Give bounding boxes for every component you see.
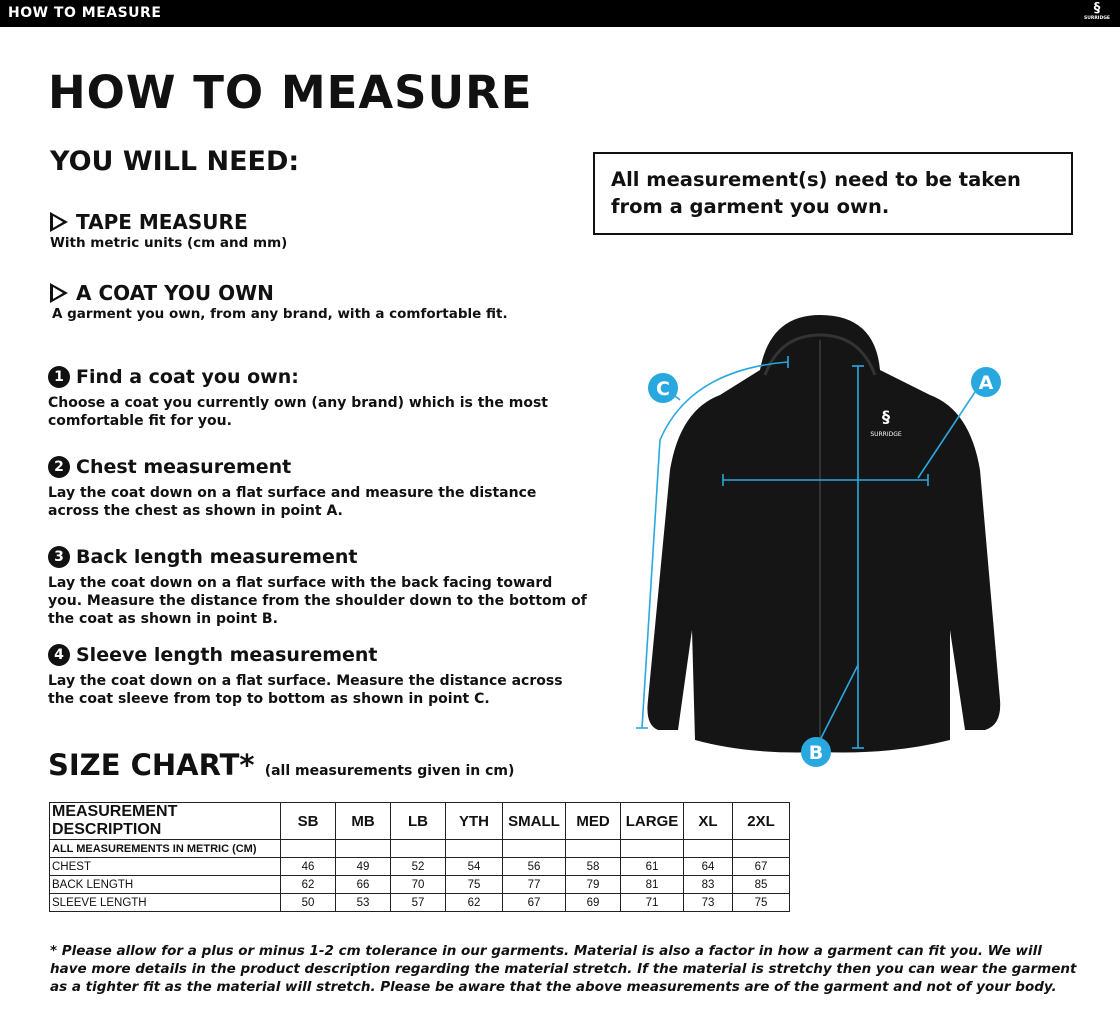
value-cell: 46 bbox=[280, 857, 336, 876]
value-cell: 67 bbox=[502, 893, 566, 912]
table-subheader-row: ALL MEASUREMENTS IN METRIC (CM) bbox=[49, 839, 790, 858]
value-cell: 67 bbox=[732, 857, 790, 876]
step-desc: Lay the coat down on a flat surface with… bbox=[48, 575, 587, 627]
step-desc: Lay the coat down on a flat surface and … bbox=[48, 485, 537, 519]
header-cell: MEASUREMENT DESCRIPTION bbox=[49, 802, 281, 840]
value-cell: 70 bbox=[390, 875, 446, 894]
value-cell: 83 bbox=[683, 875, 733, 894]
header-cell: XL bbox=[683, 802, 733, 840]
note-box: All measurement(s) need to be taken from… bbox=[593, 152, 1073, 235]
value-cell: 53 bbox=[335, 893, 391, 912]
table-row: BACK LENGTH 62 66 70 75 77 79 81 83 85 bbox=[49, 875, 790, 894]
jacket-illustration: § SURRIDGE bbox=[647, 315, 1001, 753]
you-will-need-heading: YOU WILL NEED: bbox=[50, 146, 300, 177]
header-cell: YTH bbox=[445, 802, 503, 840]
header-cell: 2XL bbox=[732, 802, 790, 840]
value-cell: 54 bbox=[445, 857, 503, 876]
size-chart-heading: SIZE CHART* bbox=[48, 748, 255, 782]
value-cell: 77 bbox=[502, 875, 566, 894]
step-2: 2 Chest measurement Lay the coat down on … bbox=[48, 456, 588, 520]
step-desc: Choose a coat you currently own (any bra… bbox=[48, 395, 548, 429]
size-chart-title: SIZE CHART* (all measurements given in c… bbox=[48, 748, 514, 782]
value-cell: 75 bbox=[445, 875, 503, 894]
label-c: C bbox=[648, 373, 678, 403]
step-desc: Lay the coat down on a flat surface. Mea… bbox=[48, 673, 563, 707]
header-cell: MB bbox=[335, 802, 391, 840]
value-cell: 81 bbox=[620, 875, 684, 894]
row-label: BACK LENGTH bbox=[49, 875, 281, 894]
step-1: 1 Find a coat you own: Choose a coat you … bbox=[48, 366, 588, 430]
footnote: * Please allow for a plus or minus 1-2 c… bbox=[50, 943, 1077, 995]
header-cell: SMALL bbox=[502, 802, 566, 840]
header-cell: LB bbox=[390, 802, 446, 840]
value-cell: 56 bbox=[502, 857, 566, 876]
page-title: HOW TO MEASURE bbox=[48, 66, 533, 119]
value-cell: 62 bbox=[445, 893, 503, 912]
svg-text:A: A bbox=[979, 372, 994, 394]
size-chart-subtitle: (all measurements given in cm) bbox=[264, 763, 515, 779]
row-label: SLEEVE LENGTH bbox=[49, 893, 281, 912]
value-cell: 75 bbox=[732, 893, 790, 912]
svg-text:C: C bbox=[656, 378, 670, 400]
table-header-row: MEASUREMENT DESCRIPTION SB MB LB YTH SMA… bbox=[49, 802, 790, 840]
header-cell: LARGE bbox=[620, 802, 684, 840]
step-title: Find a coat you own: bbox=[76, 366, 299, 388]
header-cell: MED bbox=[565, 802, 621, 840]
value-cell: 62 bbox=[280, 875, 336, 894]
value-cell: 71 bbox=[620, 893, 684, 912]
header-title: HOW TO MEASURE bbox=[8, 5, 162, 21]
svg-text:§: § bbox=[882, 407, 890, 426]
size-chart-table: MEASUREMENT DESCRIPTION SB MB LB YTH SMA… bbox=[49, 802, 790, 912]
brand-logo: § SURRIDGE bbox=[1083, 1, 1110, 22]
need-coat: A COAT YOU OWN A garment you own, from a… bbox=[50, 281, 508, 322]
step-3: 3 Back length measurement Lay the coat do… bbox=[48, 546, 588, 628]
step-number-icon: 3 bbox=[48, 546, 70, 568]
jacket-diagram: § SURRIDGE A B C bbox=[636, 315, 1001, 767]
value-cell: 69 bbox=[565, 893, 621, 912]
value-cell: 79 bbox=[565, 875, 621, 894]
need-title: TAPE MEASURE bbox=[76, 210, 248, 234]
value-cell: 73 bbox=[683, 893, 733, 912]
svg-text:SURRIDGE: SURRIDGE bbox=[870, 431, 902, 438]
value-cell: 66 bbox=[335, 875, 391, 894]
label-a: A bbox=[971, 367, 1001, 397]
header-cell: SB bbox=[280, 802, 336, 840]
need-desc: With metric units (cm and mm) bbox=[50, 235, 288, 251]
value-cell: 58 bbox=[565, 857, 621, 876]
value-cell: 61 bbox=[620, 857, 684, 876]
value-cell: 49 bbox=[335, 857, 391, 876]
step-4: 4 Sleeve length measurement Lay the coat … bbox=[48, 644, 588, 708]
value-cell: 52 bbox=[390, 857, 446, 876]
sleeve-line bbox=[641, 361, 789, 729]
step-title: Chest measurement bbox=[76, 456, 292, 478]
value-cell: 57 bbox=[390, 893, 446, 912]
step-title: Sleeve length measurement bbox=[76, 644, 378, 666]
top-bar: HOW TO MEASURE § SURRIDGE bbox=[0, 0, 1120, 27]
step-number-icon: 2 bbox=[48, 456, 70, 478]
play-arrow-icon bbox=[50, 212, 68, 232]
need-tape-measure: TAPE MEASURE With metric units (cm and m… bbox=[50, 210, 287, 251]
value-cell: 50 bbox=[280, 893, 336, 912]
row-label: CHEST bbox=[49, 857, 281, 876]
label-b: B bbox=[801, 737, 831, 767]
table-row: SLEEVE LENGTH 50 53 57 62 67 69 71 73 75 bbox=[49, 893, 790, 912]
value-cell: 64 bbox=[683, 857, 733, 876]
svg-text:B: B bbox=[809, 742, 823, 764]
table-row: CHEST 46 49 52 54 56 58 61 64 67 bbox=[49, 857, 790, 876]
value-cell: 85 bbox=[732, 875, 790, 894]
need-title: A COAT YOU OWN bbox=[76, 281, 274, 305]
need-desc: A garment you own, from any brand, with … bbox=[52, 306, 508, 322]
play-arrow-icon bbox=[50, 283, 68, 303]
step-number-icon: 1 bbox=[48, 366, 70, 388]
subheader-cell: ALL MEASUREMENTS IN METRIC (CM) bbox=[49, 839, 281, 858]
step-number-icon: 4 bbox=[48, 644, 70, 666]
step-title: Back length measurement bbox=[76, 546, 358, 568]
